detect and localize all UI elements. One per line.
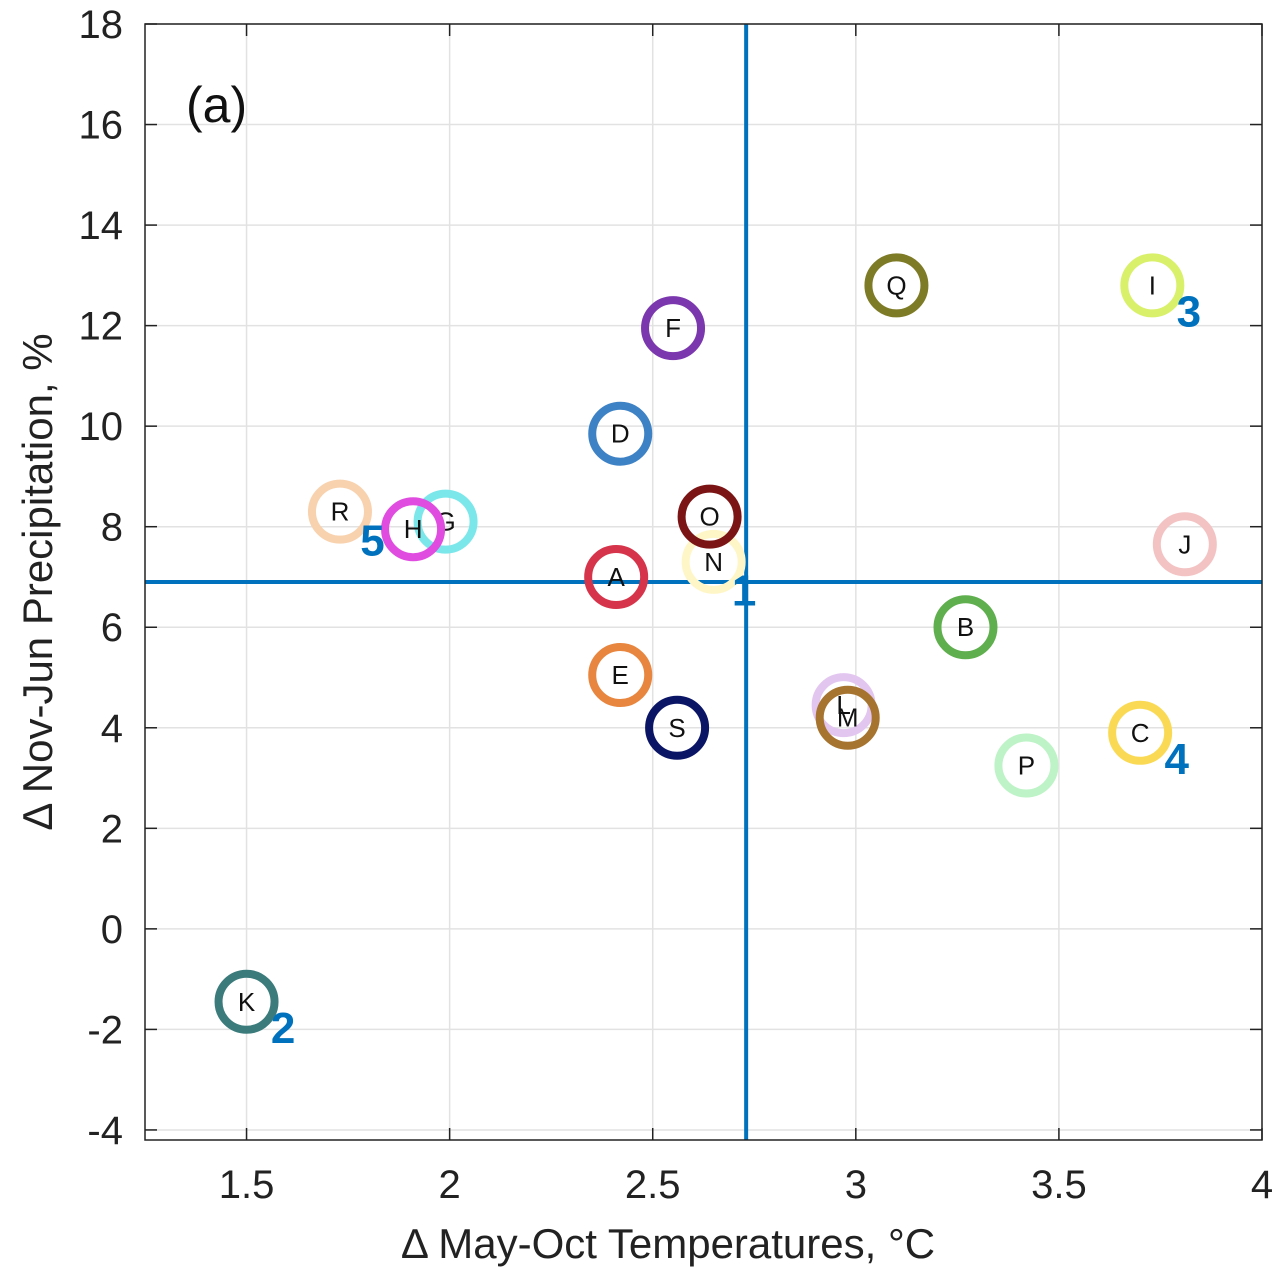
data-point-b: B (933, 595, 998, 660)
cluster-number-2: 2 (271, 1004, 295, 1053)
x-tick-label: 3 (845, 1163, 867, 1207)
data-point-m: M (815, 685, 880, 750)
point-label: M (837, 703, 859, 733)
data-point-j: J (1152, 512, 1217, 577)
x-axis-title: Δ May-Oct Temperatures, °C (401, 1220, 935, 1267)
cluster-number-labels: 1 2 3 4 5 (271, 288, 1201, 1053)
point-marker (864, 253, 929, 318)
point-marker (1108, 700, 1173, 765)
data-point-e: E (588, 643, 653, 707)
cluster-number-3: 3 (1177, 288, 1201, 337)
reference-lines (145, 24, 1262, 1140)
x-tick-label: 2 (439, 1163, 461, 1207)
data-point-o: O (677, 484, 742, 549)
x-tick-label: 2.5 (625, 1163, 681, 1207)
point-marker (815, 685, 880, 750)
y-tick-label: 16 (79, 104, 124, 148)
point-label: L (836, 690, 850, 720)
y-tick-label: -2 (87, 1008, 123, 1052)
point-marker (933, 595, 998, 660)
data-point-d: D (588, 401, 653, 466)
point-label: P (1018, 750, 1035, 780)
point-marker (1120, 253, 1185, 318)
point-marker (584, 544, 649, 609)
data-point-f: F (641, 296, 706, 361)
data-point-a: A (584, 544, 649, 609)
point-label: I (1149, 270, 1156, 300)
data-point-q: Q (864, 253, 929, 318)
panel-label: (a) (186, 77, 247, 133)
cluster-number-5: 5 (360, 516, 384, 565)
point-marker (381, 497, 446, 562)
point-label: B (957, 612, 974, 642)
data-point-i: I (1120, 253, 1185, 318)
y-tick-label: -4 (87, 1109, 123, 1153)
x-tick-label: 1.5 (219, 1163, 275, 1207)
y-tick-label: 2 (101, 807, 123, 851)
data-point-r: R (307, 479, 372, 544)
data-point-c: C (1108, 700, 1173, 765)
point-label: J (1178, 529, 1191, 559)
point-label: O (699, 502, 719, 532)
point-marker (307, 479, 372, 544)
point-marker (413, 489, 478, 554)
cluster-number-1: 1 (732, 567, 756, 616)
cluster-number-4: 4 (1164, 735, 1189, 784)
y-tick-label: 12 (79, 305, 124, 349)
point-label: C (1131, 718, 1150, 748)
point-label: E (612, 660, 629, 690)
point-label: D (611, 419, 630, 449)
data-point-k: K (214, 969, 279, 1034)
point-label: R (331, 497, 350, 527)
point-label: Q (886, 270, 906, 300)
y-tick-label: 8 (101, 506, 123, 550)
point-marker (1152, 512, 1217, 577)
point-marker (677, 484, 742, 549)
y-tick-label: 6 (101, 606, 123, 650)
y-tick-label: 10 (79, 405, 124, 449)
point-label: A (607, 562, 625, 592)
data-point-p: P (994, 733, 1059, 798)
point-marker (994, 733, 1059, 798)
point-label: H (404, 514, 423, 544)
data-point-n: N (681, 529, 746, 594)
point-marker (588, 643, 653, 707)
point-marker (645, 695, 710, 760)
point-marker (681, 529, 746, 594)
data-point-s: S (645, 695, 710, 760)
x-tick-label: 4 (1251, 1163, 1273, 1207)
y-tick-label: 14 (79, 204, 124, 248)
y-axis-title: Δ Nov-Jun Precipitation, % (14, 333, 61, 830)
point-marker (641, 296, 706, 361)
point-marker (588, 401, 653, 466)
x-axis-ticks: 1.5 2 2.5 3 3.5 4 (219, 24, 1273, 1207)
y-tick-label: 0 (101, 908, 123, 952)
data-point-h: H (381, 497, 446, 562)
x-tick-label: 3.5 (1031, 1163, 1087, 1207)
point-label: S (668, 713, 685, 743)
point-label: F (665, 313, 681, 343)
y-tick-label: 18 (79, 3, 124, 47)
plot-frame (144, 23, 1263, 1141)
point-label: K (238, 987, 256, 1017)
y-tick-label: 4 (101, 707, 123, 751)
point-marker (214, 969, 279, 1034)
point-label: N (704, 547, 723, 577)
